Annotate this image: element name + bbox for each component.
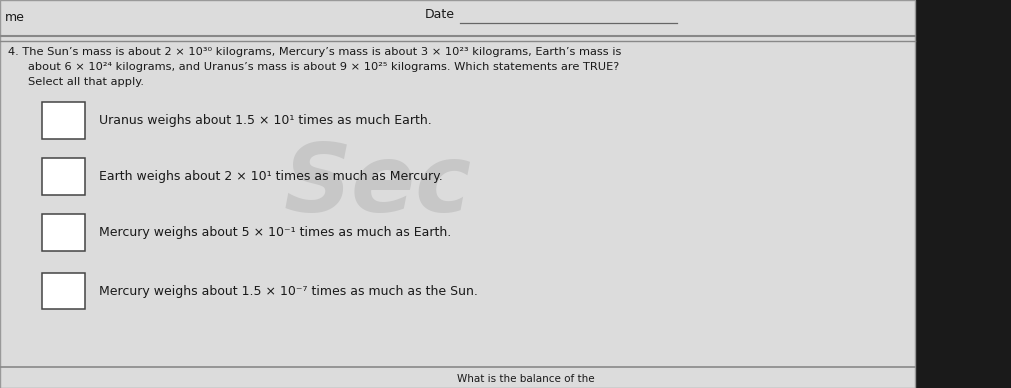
Text: Uranus weighs about 1.5 × 10¹ times as much Earth.: Uranus weighs about 1.5 × 10¹ times as m… <box>99 114 432 127</box>
FancyBboxPatch shape <box>42 272 85 310</box>
Text: Mercury weighs about 1.5 × 10⁻⁷ times as much as the Sun.: Mercury weighs about 1.5 × 10⁻⁷ times as… <box>99 284 478 298</box>
Text: Mercury weighs about 5 × 10⁻¹ times as much as Earth.: Mercury weighs about 5 × 10⁻¹ times as m… <box>99 226 451 239</box>
Text: 4. The Sun’s mass is about 2 × 10³⁰ kilograms, Mercury’s mass is about 3 × 10²³ : 4. The Sun’s mass is about 2 × 10³⁰ kilo… <box>8 47 622 57</box>
FancyBboxPatch shape <box>42 102 85 139</box>
Text: What is the balance of the: What is the balance of the <box>457 374 594 385</box>
FancyBboxPatch shape <box>915 0 1011 388</box>
Text: Sec: Sec <box>283 140 471 232</box>
Text: about 6 × 10²⁴ kilograms, and Uranus’s mass is about 9 × 10²⁵ kilograms. Which s: about 6 × 10²⁴ kilograms, and Uranus’s m… <box>28 62 620 72</box>
Text: me: me <box>5 11 25 24</box>
Text: Date: Date <box>425 8 455 21</box>
FancyBboxPatch shape <box>42 214 85 251</box>
FancyBboxPatch shape <box>42 158 85 195</box>
Text: Select all that apply.: Select all that apply. <box>28 77 145 87</box>
Text: Earth weighs about 2 × 10¹ times as much as Mercury.: Earth weighs about 2 × 10¹ times as much… <box>99 170 443 183</box>
FancyBboxPatch shape <box>0 0 915 388</box>
